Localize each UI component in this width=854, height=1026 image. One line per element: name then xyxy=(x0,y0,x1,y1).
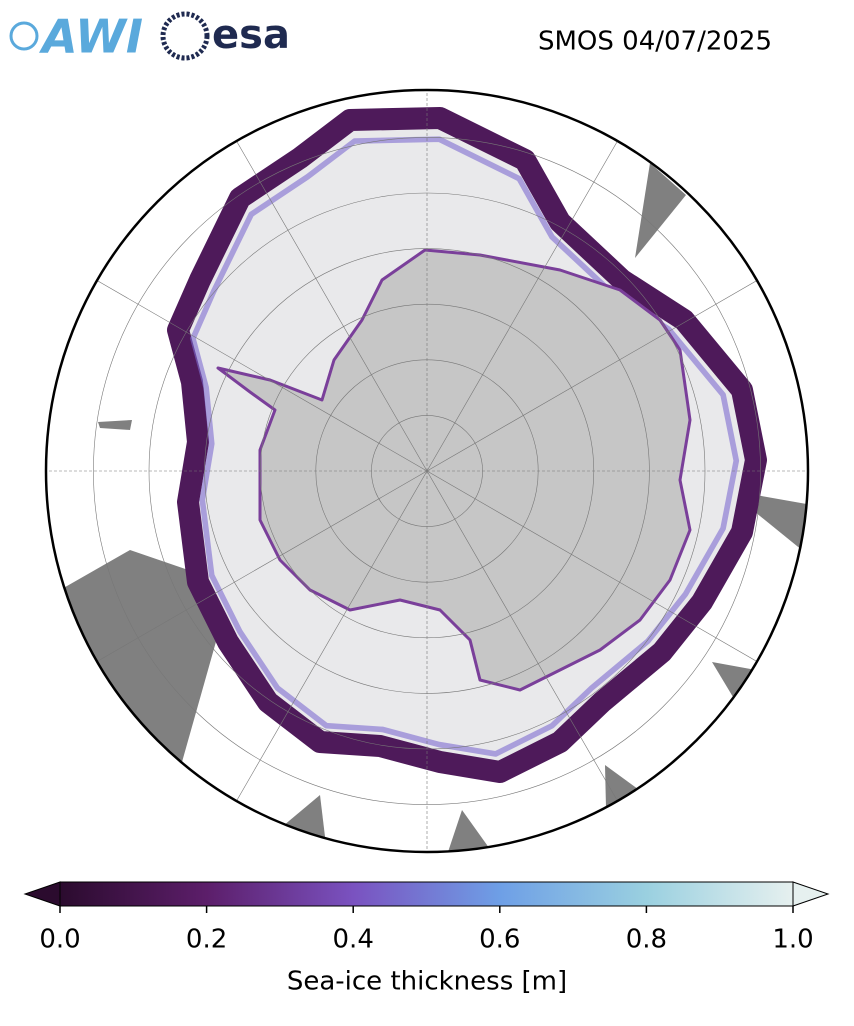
island xyxy=(448,810,492,852)
esa-logo: esa xyxy=(160,11,290,61)
colorbar-tick-label: 0.0 xyxy=(39,925,80,955)
awi-text: AWI xyxy=(39,10,143,64)
africa-tip xyxy=(635,163,686,258)
colorbar-extend-high xyxy=(792,881,830,907)
antarctica xyxy=(216,248,692,692)
colorbar: Sea-ice thickness [m] 0.0 0.2 0.4 0.6 0.8 1.0 xyxy=(23,881,830,997)
colorbar-label: Sea-ice thickness [m] xyxy=(287,967,567,997)
meridian xyxy=(426,124,628,472)
colorbar-ramp xyxy=(59,881,794,907)
colorbar-tick-label: 1.0 xyxy=(772,925,813,955)
island xyxy=(605,765,642,808)
esa-text: esa xyxy=(212,12,290,58)
map-title: SMOS 04/07/2025 xyxy=(538,27,772,57)
map-frame xyxy=(44,88,810,854)
map xyxy=(46,90,808,852)
colorbar-tick-label: 0.4 xyxy=(333,925,374,955)
meridian xyxy=(226,470,428,818)
meridian xyxy=(226,124,428,472)
parallel xyxy=(93,137,761,805)
island xyxy=(98,420,132,430)
island xyxy=(283,795,326,845)
graticule xyxy=(46,90,808,852)
colorbar-tick-label: 0.6 xyxy=(479,925,520,955)
meridian xyxy=(426,470,628,818)
colorbar-extend-low xyxy=(23,881,61,907)
island xyxy=(712,662,756,702)
meridian xyxy=(426,270,774,472)
colorbar-tick-label: 0.8 xyxy=(626,925,667,955)
colorbar-tick-label: 0.2 xyxy=(186,925,227,955)
awi-logo: AWI xyxy=(9,10,143,64)
meridian xyxy=(80,270,428,472)
meridian xyxy=(426,470,774,672)
awi-globe xyxy=(9,21,39,51)
meridian xyxy=(80,470,428,672)
esa-emblem xyxy=(160,11,210,61)
